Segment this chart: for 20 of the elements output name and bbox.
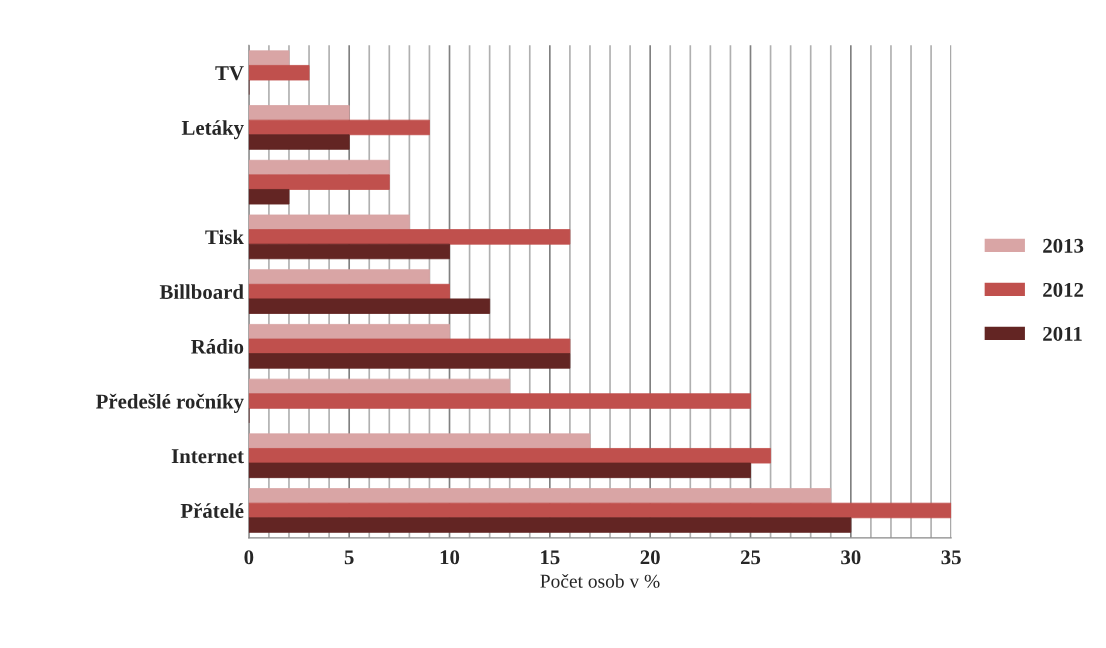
y-tick-label: Billboard	[159, 284, 244, 300]
y-tick-label: Přátelé	[180, 503, 244, 518]
legend-label: 2011	[1043, 326, 1082, 341]
x-tick-label: 30	[841, 550, 861, 565]
legend-label: 2012	[1043, 282, 1084, 297]
x-tick-label: 10	[440, 550, 460, 565]
y-tick-label: Internet	[171, 449, 244, 464]
y-tick-label: Letáky	[181, 120, 244, 140]
x-tick-label: 5	[344, 550, 354, 565]
y-tick-label: Tisk	[205, 229, 244, 245]
x-tick-label: 35	[941, 550, 961, 565]
legend-label: 2013	[1043, 238, 1084, 253]
x-tick-label: 15	[541, 550, 560, 565]
y-tick-label: Rádio	[191, 339, 244, 354]
x-tick-label: 0	[244, 550, 254, 565]
x-axis-title: Počet osob v %	[540, 574, 660, 588]
x-tick-label: 20	[640, 550, 660, 565]
y-tick-label: TV	[215, 66, 244, 81]
y-tick-label: Předešlé ročníky	[96, 393, 244, 413]
x-tick-label: 25	[740, 550, 761, 565]
